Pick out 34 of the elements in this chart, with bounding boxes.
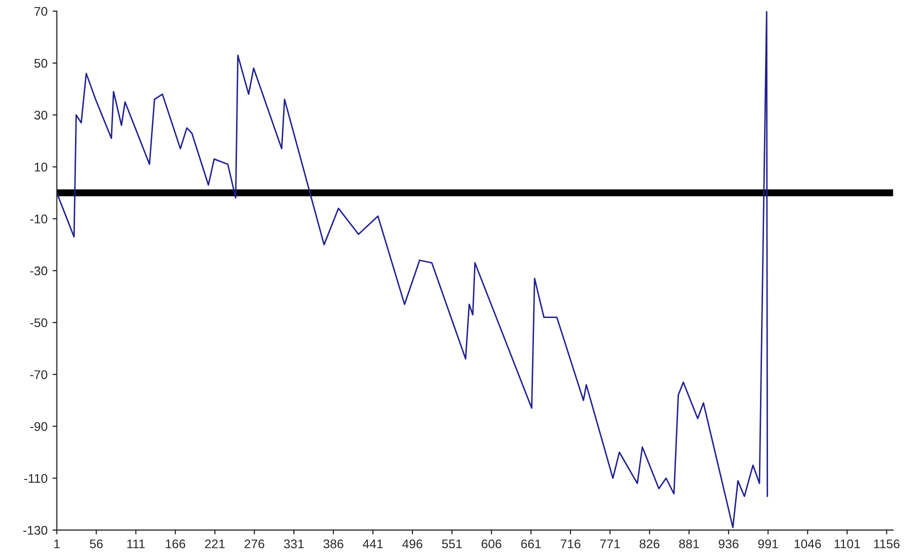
y-tick-label: 70	[34, 6, 48, 16]
y-tick-label: -110	[24, 474, 48, 483]
x-tick-label: 1101	[834, 539, 860, 548]
x-tick-label: 166	[166, 539, 186, 548]
x-tick-label: 936	[718, 539, 738, 548]
x-tick-label: 551	[442, 540, 462, 548]
x-tick-label: 606	[482, 539, 502, 548]
x-tick-label: 881	[679, 539, 699, 548]
x-tick-label: 1156	[874, 539, 900, 548]
x-tick-label: 111	[127, 540, 145, 548]
x-tick-label: 276	[244, 539, 264, 548]
x-tick-label: 661	[521, 539, 541, 548]
x-tick-label: 991	[758, 539, 778, 548]
y-tick-label: -30	[30, 266, 48, 276]
y-tick-label: -130	[23, 526, 48, 535]
line-series	[56, 11, 768, 528]
x-tick-label: 1046	[794, 539, 821, 548]
x-tick-label: 716	[560, 539, 580, 548]
x-tick-label: 1	[54, 540, 60, 548]
x-tick-label: 441	[362, 540, 383, 548]
y-tick-label: 10	[34, 162, 48, 172]
y-tick-label: -50	[30, 318, 48, 328]
x-tick-label: 56	[90, 539, 103, 548]
x-tick-label: 331	[284, 539, 304, 548]
x-tick-label: 771	[600, 540, 620, 548]
y-tick-label: 50	[34, 58, 48, 68]
y-tick-label: -90	[30, 422, 48, 431]
y-tick-label: 30	[34, 110, 48, 120]
x-tick-label: 826	[640, 539, 660, 548]
y-tick-label: -10	[30, 214, 48, 224]
x-tick-label: 386	[323, 539, 344, 548]
x-tick-label: 496	[402, 539, 422, 548]
y-tick-label: -70	[30, 370, 48, 380]
x-tick-label: 221	[205, 539, 225, 548]
